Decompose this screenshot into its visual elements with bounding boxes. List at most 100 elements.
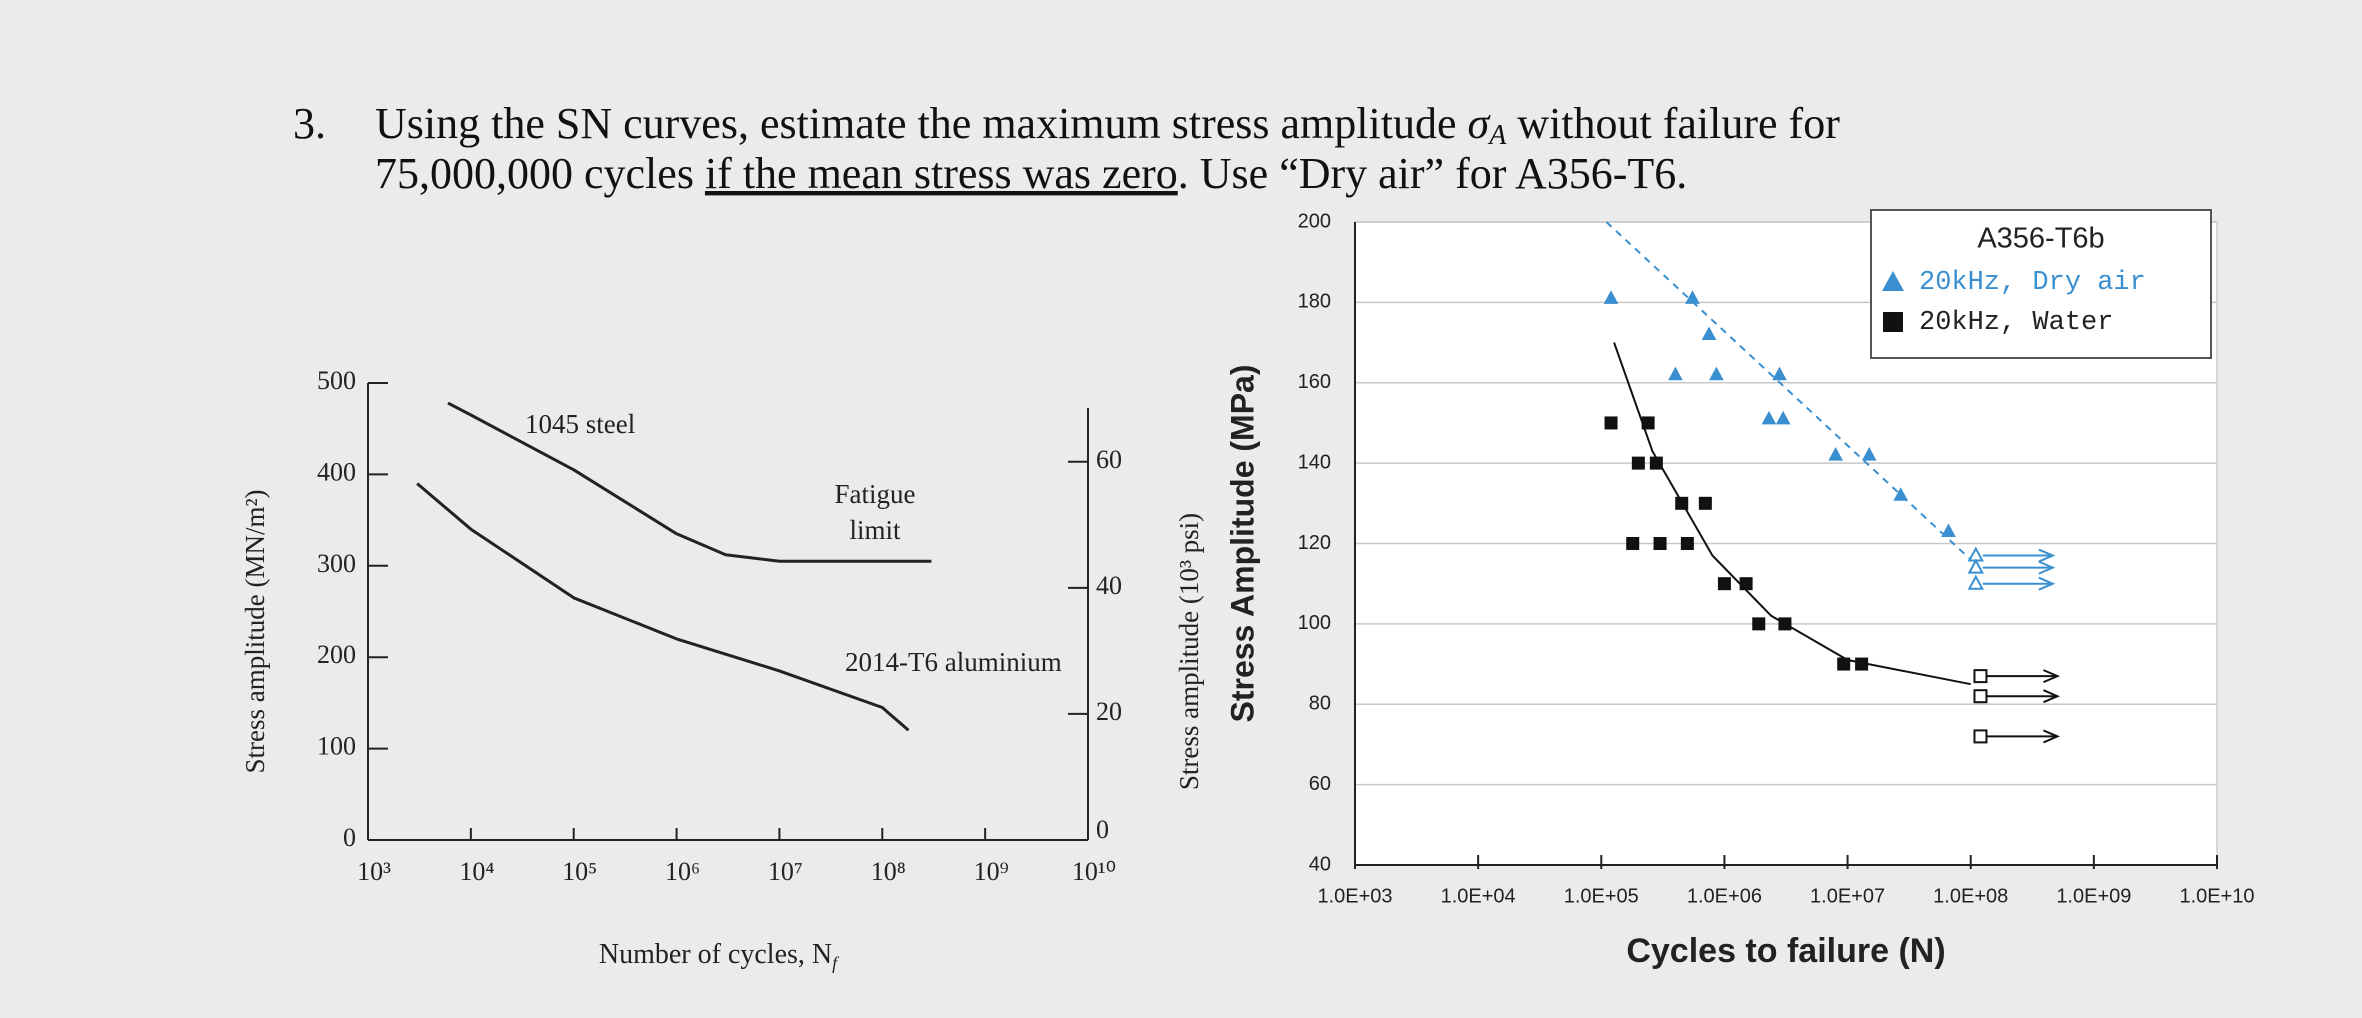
y2-tick-label: 20 <box>1096 697 1122 726</box>
question-line-1: Using the SN curves, estimate the maximu… <box>375 99 1840 151</box>
y2-tick-label: 60 <box>1096 445 1122 474</box>
data-point <box>1631 456 1645 470</box>
x-axis-label-subscript: f <box>832 953 840 973</box>
legend-marker <box>1883 312 1903 332</box>
data-point <box>1761 410 1777 425</box>
x-tick-label: 1.0E+05 <box>1564 885 1639 907</box>
legend-marker <box>1882 271 1904 291</box>
y-tick-label: 200 <box>1298 210 1331 232</box>
y-tick-label: 0 <box>343 823 356 852</box>
runout-arrowhead <box>2038 548 2056 563</box>
legend-box <box>1870 209 2212 359</box>
y-tick-label: 300 <box>317 549 356 578</box>
y-axis-label: Stress amplitude (MN/m²) <box>240 489 270 773</box>
y-tick-label: 60 <box>1309 773 1331 795</box>
question-number: 3. <box>293 99 326 148</box>
x-axis-label: Cycles to failure (N) <box>1626 932 1945 970</box>
legend-title: A356-T6b <box>1977 223 2104 255</box>
data-point <box>1604 416 1618 430</box>
question-text: without failure for <box>1506 99 1840 148</box>
data-point <box>1641 416 1655 430</box>
sn-chart-steel-aluminium: 0 100 200 300 400 500 0 20 40 60 10³ 10⁴ 10⁵ 10⁶ 10⁷ 10… <box>240 366 1204 973</box>
runout-arrowhead <box>2043 689 2060 704</box>
y-tick-label: 120 <box>1298 532 1331 554</box>
y-tick-label: 100 <box>1298 612 1331 634</box>
data-point <box>1778 617 1792 631</box>
data-point <box>1941 523 1956 537</box>
y-axis-label: Stress Amplitude (MPa) <box>1224 365 1260 723</box>
legend-label: 20kHz, Dry air <box>1919 268 2146 298</box>
data-point <box>1653 537 1667 550</box>
data-point <box>1973 729 1988 744</box>
x-tick-label: 1.0E+09 <box>2056 885 2131 907</box>
y2-tick-label: 40 <box>1096 571 1122 600</box>
y-tick-label: 100 <box>317 732 356 761</box>
sn-chart-a356: 40 60 80 100 120 140 160 180 200 1.0E+03 1.0E+04 1.… <box>1224 209 2255 970</box>
y-tick-label: 160 <box>1298 371 1331 393</box>
x-tick-label: 10⁹ <box>974 857 1009 886</box>
data-point <box>1603 290 1619 304</box>
data-point <box>1698 496 1712 510</box>
data-point <box>1668 366 1683 381</box>
legend-label: 20kHz, Water <box>1919 308 2113 338</box>
data-point <box>1701 326 1717 341</box>
x-tick-label: 1.0E+08 <box>1933 885 2008 907</box>
data-point <box>1973 669 1988 684</box>
x-tick-label: 1.0E+03 <box>1317 885 1392 907</box>
question-text: Using the SN curves, estimate the maximu… <box>375 99 1467 148</box>
y-tick-label: 400 <box>317 457 356 486</box>
data-point <box>1675 496 1689 510</box>
data-point <box>1837 657 1851 671</box>
y2-tick-label: 0 <box>1096 815 1109 844</box>
data-point <box>1828 447 1843 461</box>
data-point <box>1680 537 1694 550</box>
question-text: 75,000,000 cycles <box>375 149 705 198</box>
data-point <box>1752 617 1766 631</box>
x-tick-label: 10⁸ <box>871 857 906 886</box>
data-point <box>1772 366 1787 381</box>
data-point <box>1855 657 1869 671</box>
x-tick-label: 10⁶ <box>665 857 700 886</box>
x-tick-label: 1.0E+06 <box>1687 885 1762 907</box>
x-tick-label: 10⁴ <box>459 857 494 886</box>
data-point <box>1973 689 1988 704</box>
x-tick-label: 1.0E+04 <box>1441 885 1516 907</box>
data-point <box>1775 410 1791 425</box>
y2-axis-label: Stress amplitude (10³ psi) <box>1174 513 1204 790</box>
annotation: Fatigue <box>835 479 916 509</box>
sn-curve <box>416 482 910 732</box>
x-tick-label: 1.0E+07 <box>1810 885 1885 907</box>
data-point <box>1893 487 1909 501</box>
y-tick-label: 140 <box>1298 451 1331 473</box>
question-line-2: 75,000,000 cycles if the mean stress was… <box>375 149 1687 198</box>
x-tick-label: 10⁵ <box>562 857 597 886</box>
trend-line <box>1605 221 1972 561</box>
annotation: limit <box>849 515 901 545</box>
x-tick-label: 1.0E+10 <box>2179 885 2254 907</box>
y-tick-label: 80 <box>1309 693 1331 715</box>
question-text: . Use “Dry air” for A356-T6. <box>1178 149 1688 198</box>
data-point <box>1626 537 1640 550</box>
runout-arrowhead <box>2038 576 2056 591</box>
x-tick-label: 10¹⁰ <box>1072 857 1116 886</box>
x-tick-label: 10⁷ <box>768 857 803 886</box>
x-tick-label: 10³ <box>357 857 391 886</box>
x-axis-label-text: Number of cycles, N <box>599 939 832 970</box>
data-point <box>1739 577 1753 591</box>
curve-label: 1045 steel <box>525 409 635 439</box>
data-point <box>1967 558 1984 574</box>
data-point <box>1709 366 1724 381</box>
runout-arrowhead <box>2043 729 2060 744</box>
runout-arrowhead <box>2043 669 2060 684</box>
curve-label: 2014-T6 aluminium <box>845 647 1062 677</box>
symbol: σ <box>1467 99 1491 148</box>
underlined-text: if the mean stress was zero <box>705 149 1178 198</box>
data-point <box>1967 574 1984 590</box>
x-axis-label: Number of cycles, Nf <box>599 939 840 973</box>
y-tick-label: 200 <box>317 640 356 669</box>
y-tick-label: 180 <box>1298 291 1331 313</box>
data-point <box>1649 456 1663 470</box>
data-point <box>1861 447 1877 461</box>
